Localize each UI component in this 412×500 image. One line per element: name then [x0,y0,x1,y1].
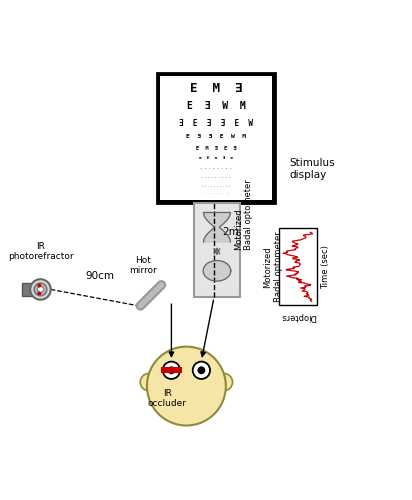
Text: 2m: 2m [222,228,239,237]
Text: Hot
mirror: Hot mirror [129,256,157,275]
Text: 90cm: 90cm [85,271,114,281]
Circle shape [37,286,44,292]
Text: Motorized
Badal optometer: Motorized Badal optometer [234,180,253,250]
Bar [279,228,316,305]
Text: Diopters: Diopters [280,312,316,322]
Text: E  M  Ǝ: E M Ǝ [190,82,242,94]
Bar [160,76,272,200]
Circle shape [163,362,180,379]
Bar [161,367,182,374]
Polygon shape [203,260,231,281]
Circle shape [167,366,176,374]
Circle shape [30,279,51,299]
Text: m  E  m  Ǝ  m: m E m Ǝ m [199,156,233,160]
Text: . . . . . . . . .: . . . . . . . . . [201,174,231,178]
Text: . . . . . . . .: . . . . . . . . [200,166,232,170]
Text: Motorized
Badal optometer: Motorized Badal optometer [263,232,283,302]
Circle shape [215,374,232,391]
Bar [157,72,275,202]
Text: Time (sec): Time (sec) [321,245,330,288]
Text: IR
occluder: IR occluder [148,389,187,408]
Circle shape [140,374,158,391]
Polygon shape [204,212,230,242]
Bar [22,283,37,296]
Text: E  M  Ǝ  E  Ǝ: E M Ǝ E Ǝ [196,146,236,150]
Text: . . . . . . . . . . .: . . . . . . . . . . . [203,193,229,194]
Text: . . . . . . . . . .: . . . . . . . . . . [202,184,230,188]
Text: Ǝ  E  Ǝ  Ǝ  E  W: Ǝ E Ǝ Ǝ E W [179,119,253,128]
Circle shape [147,346,226,426]
Text: IR
photorefractor: IR photorefractor [8,242,73,262]
Text: Stimulus
display: Stimulus display [289,158,335,180]
Text: E  Ǝ  Ǝ  E  W  M: E Ǝ Ǝ E W M [186,134,246,139]
Circle shape [197,366,205,374]
Bar [194,202,240,298]
Circle shape [193,362,210,379]
Text: E  Ǝ  W  M: E Ǝ W M [187,102,246,112]
Circle shape [37,292,41,296]
Circle shape [34,283,47,296]
Circle shape [37,284,41,288]
